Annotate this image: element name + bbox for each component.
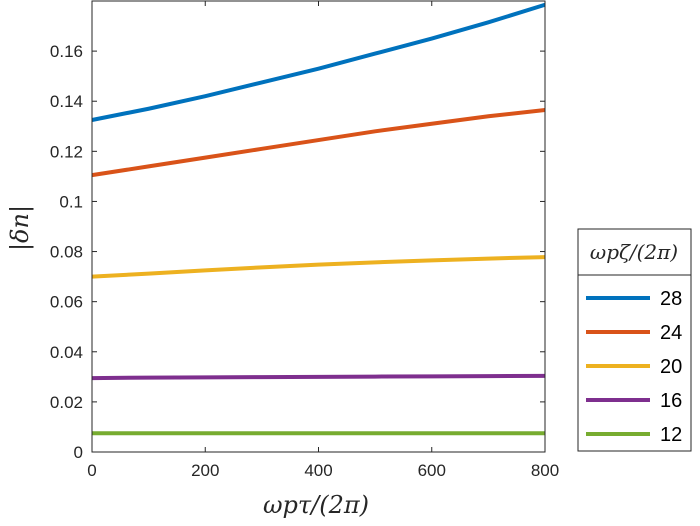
series-line-16 bbox=[91, 373, 546, 381]
y-tick-label: 0.16 bbox=[50, 42, 83, 61]
legend-label-20: 20 bbox=[660, 356, 682, 378]
x-tick-label: 600 bbox=[418, 461, 446, 480]
legend: ωpζ/(2π) 28 24 20 16 12 bbox=[577, 228, 692, 452]
x-tick-label: 200 bbox=[191, 461, 219, 480]
legend-label-28: 28 bbox=[660, 288, 682, 310]
legend-title: ωpζ/(2π) bbox=[590, 240, 678, 264]
x-axis-label: ωpτ/(2π) bbox=[263, 491, 369, 519]
y-tick-label: 0.14 bbox=[50, 92, 83, 111]
x-tick-label: 400 bbox=[304, 461, 332, 480]
y-tick-label: 0.02 bbox=[50, 393, 83, 412]
y-tick-label: 0 bbox=[74, 443, 83, 462]
y-axis-label: |δn| bbox=[6, 205, 35, 251]
y-tick-label: 0.08 bbox=[50, 243, 83, 262]
y-tick-label: 0.06 bbox=[50, 293, 83, 312]
legend-label-24: 24 bbox=[660, 322, 682, 344]
legend-entries: 28 24 20 16 12 bbox=[586, 288, 682, 446]
series-line-20 bbox=[91, 255, 546, 279]
x-axis-ticks: 0 200 400 600 800 bbox=[87, 1, 559, 480]
y-tick-label: 0.1 bbox=[59, 192, 83, 211]
y-axis-ticks: 0 0.02 0.04 0.06 0.08 0.1 0.12 0.14 0.16 bbox=[50, 42, 545, 462]
legend-label-16: 16 bbox=[660, 390, 682, 412]
y-tick-label: 0.04 bbox=[50, 343, 83, 362]
y-tick-label: 0.12 bbox=[50, 142, 83, 161]
series-line-28 bbox=[91, 2, 546, 122]
plot-area bbox=[91, 0, 546, 453]
legend-box bbox=[577, 228, 692, 452]
x-tick-label: 800 bbox=[531, 461, 559, 480]
legend-label-12: 12 bbox=[660, 424, 682, 446]
x-tick-label: 0 bbox=[87, 461, 96, 480]
series-line-24 bbox=[91, 108, 546, 178]
